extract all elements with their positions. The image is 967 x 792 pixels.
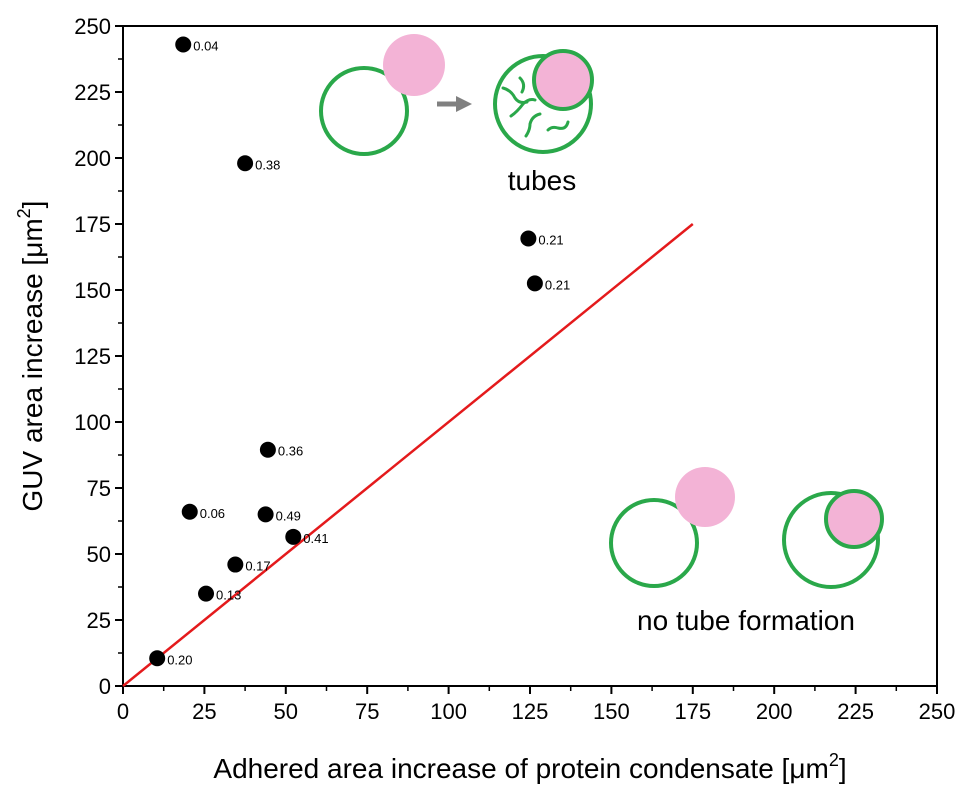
no-tube-annotation: no tube formation	[637, 605, 855, 636]
data-point-label: 0.49	[276, 508, 301, 523]
x-tick-label: 200	[756, 699, 793, 724]
data-point-label: 0.36	[278, 444, 303, 459]
y-tick-label: 250	[74, 14, 111, 39]
y-axis-label: GUV area increase [μm2]	[14, 201, 48, 512]
data-point-label: 0.38	[255, 157, 280, 172]
data-point-label: 0.13	[216, 588, 241, 603]
y-tick-label: 175	[74, 212, 111, 237]
reference-line-group	[122, 223, 694, 687]
data-point	[520, 230, 537, 247]
x-tick-label: 25	[192, 699, 216, 724]
y-tick-label: 0	[99, 674, 111, 699]
membrane-tubes-icon	[501, 76, 570, 138]
y-tick-label: 200	[74, 146, 111, 171]
engulfed-condensate-icon	[532, 49, 594, 111]
axis-ticks: 0 25 50 75 100 125 150 175 200 225 250 0 25 50 75 100 12…	[74, 14, 955, 724]
data-point	[227, 556, 244, 573]
data-point-label: 0.17	[245, 559, 270, 574]
x-tick-label: 100	[430, 699, 467, 724]
data-point	[175, 36, 192, 53]
data-point-label: 0.41	[303, 531, 328, 546]
data-point-label: 0.21	[538, 233, 563, 248]
arrow-icon	[437, 96, 472, 112]
data-point	[149, 650, 166, 667]
data-point	[257, 506, 274, 523]
x-tick-label: 150	[593, 699, 630, 724]
no-tube-schematic: no tube formation	[609, 467, 884, 636]
x-tick-label: 125	[512, 699, 549, 724]
condensate-droplet-icon	[383, 34, 445, 96]
guv-membrane-icon	[609, 498, 699, 588]
y-tick-label: 125	[74, 344, 111, 369]
tubes-annotation: tubes	[508, 165, 577, 196]
data-points: 0.04 0.38 0.21 0.21 0.36 0.06 0.490.41 0.17 0.13…	[149, 36, 570, 667]
y-tick-label: 150	[74, 278, 111, 303]
x-axis-label: Adhered area increase of protein condens…	[213, 750, 846, 784]
x-tick-label: 50	[274, 699, 298, 724]
x-tick-label: 0	[117, 699, 129, 724]
data-point-label: 0.06	[200, 506, 225, 521]
x-tick-label: 250	[919, 699, 956, 724]
guv-membrane-icon	[319, 66, 409, 156]
reference-line	[122, 223, 694, 687]
x-tick-label: 225	[837, 699, 874, 724]
data-point	[198, 585, 215, 602]
guv-with-tubes-icon	[493, 54, 593, 154]
data-point	[285, 528, 302, 545]
y-tick-label: 75	[87, 476, 111, 501]
data-point	[259, 441, 276, 458]
tubes-schematic: tubes	[319, 34, 594, 196]
guv-membrane-icon	[782, 491, 880, 589]
x-tick-label: 175	[674, 699, 711, 724]
y-tick-label: 50	[87, 542, 111, 567]
data-point	[526, 275, 543, 292]
data-point-label: 0.21	[545, 277, 570, 292]
data-point-label: 0.20	[167, 652, 192, 667]
wrapped-condensate-icon	[824, 489, 884, 549]
y-tick-label: 100	[74, 410, 111, 435]
x-tick-label: 75	[355, 699, 379, 724]
data-point	[237, 155, 254, 172]
y-tick-label: 225	[74, 80, 111, 105]
data-point	[181, 503, 198, 520]
data-point-label: 0.04	[193, 38, 218, 53]
condensate-droplet-icon	[675, 467, 735, 527]
y-tick-label: 25	[87, 608, 111, 633]
